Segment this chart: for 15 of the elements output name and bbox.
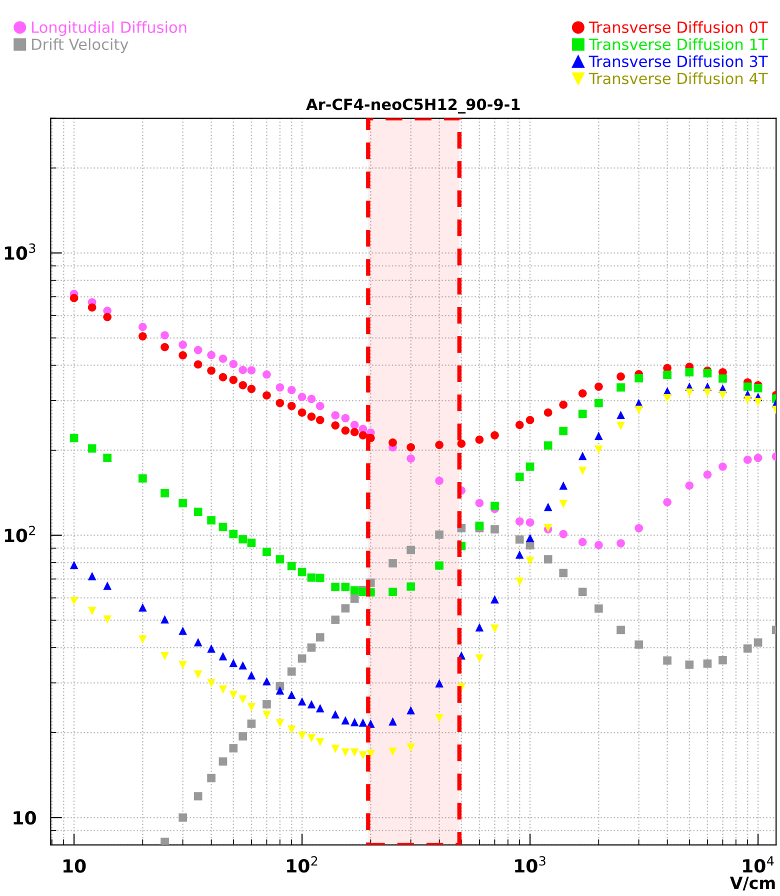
legend-label: Longitudial Diffusion [32,21,186,36]
x-tick-label: 10$^{4}$ [743,856,774,873]
legend-label: Transverse Diffusion 3T [588,55,768,68]
y-tick-label: 10 [14,811,36,825]
y-tick-label: 10$^{2}$ [4,526,35,542]
legend-label: Transverse Diffusion 4T [588,72,768,84]
chart-title: Ar-CF4-neoC5H12_90-9-1 [306,98,520,114]
x-tick-label: 10$^{3}$ [515,856,546,873]
legend-label: Transverse Diffusion 1T [588,38,768,50]
x-tick-label: 10 [64,859,86,873]
legend-label: Transverse Diffusion 0T [588,21,768,34]
y-tick-label: 10$^{3}$ [4,243,36,260]
legend-label: Drift Velocity [32,38,128,54]
x-tick-label: 10$^{2}$ [287,856,318,873]
x-axis-title: V/cm [730,876,775,890]
